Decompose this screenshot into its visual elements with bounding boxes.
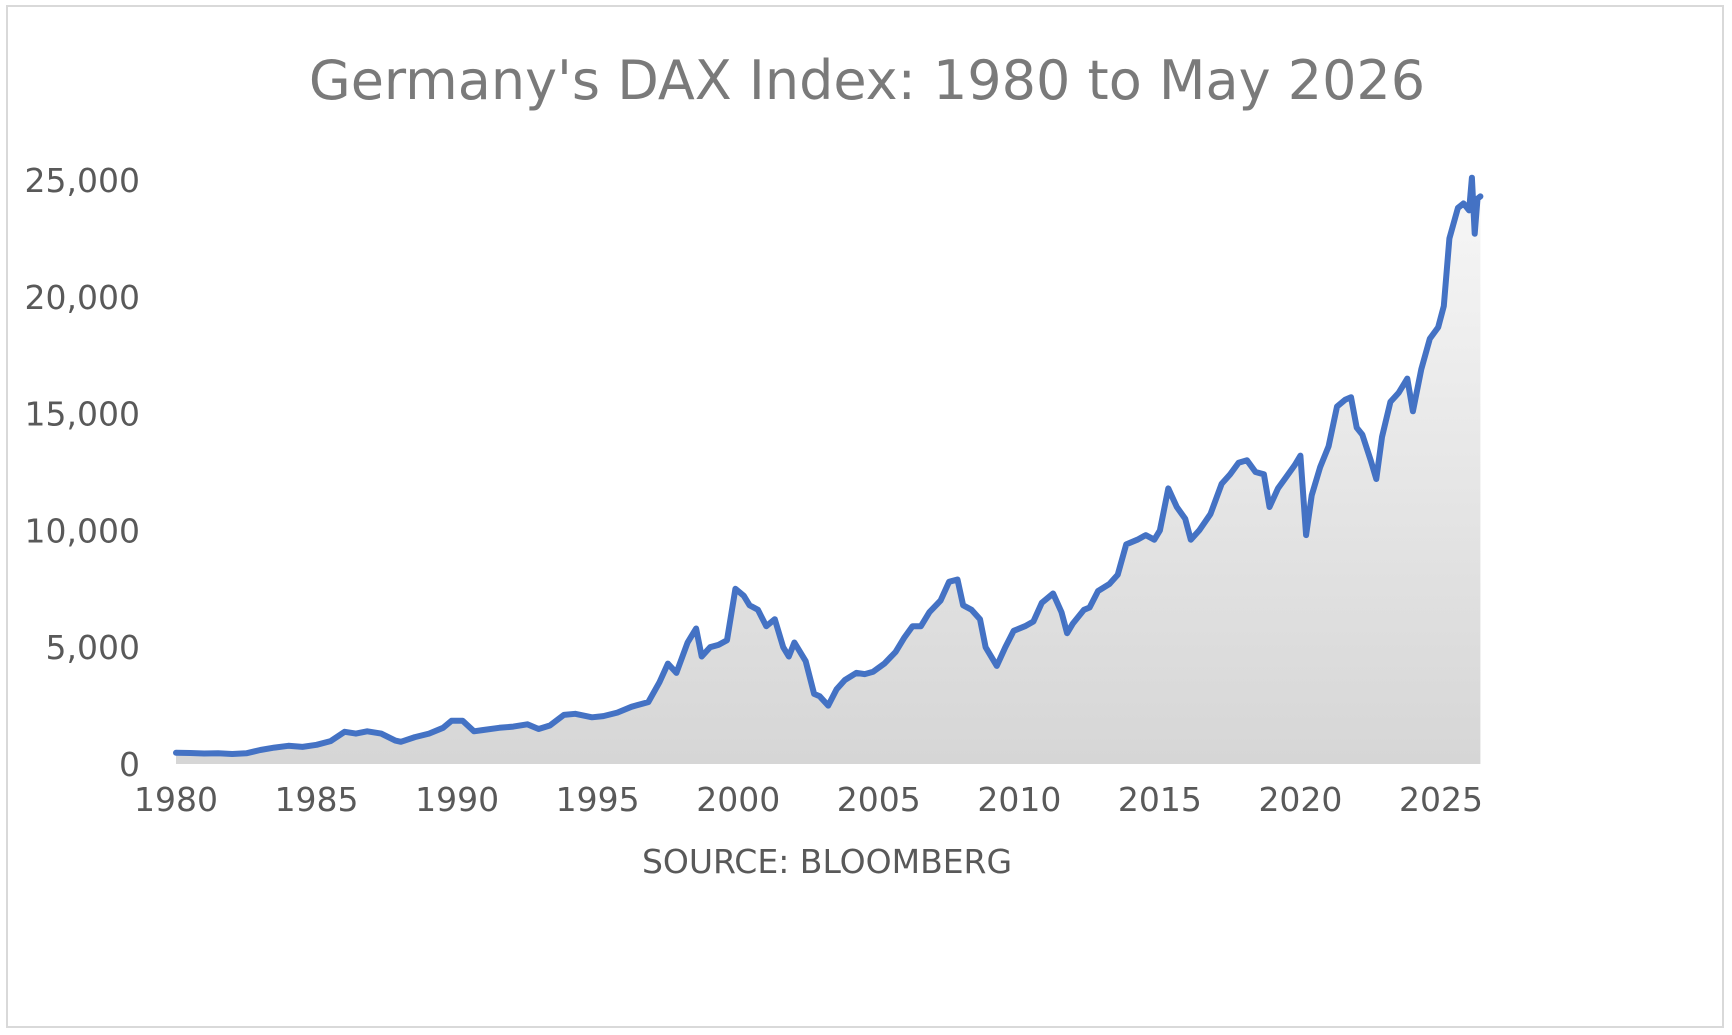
x-axis-title: SOURCE: BLOOMBERG	[642, 842, 1012, 881]
area-fill	[176, 177, 1481, 764]
plot-area	[173, 174, 1484, 764]
x-tick-label: 2000	[696, 780, 780, 819]
x-axis-tick-labels: 1980 1985 1990 1995 2000 2005 2010 2015 2020 2025	[134, 780, 1483, 819]
y-tick-label: 0	[119, 745, 140, 784]
y-tick-label: 15,000	[25, 395, 140, 434]
x-tick-label: 2025	[1399, 780, 1483, 819]
y-tick-label: 10,000	[25, 511, 140, 550]
x-tick-label: 2005	[837, 780, 921, 819]
y-tick-label: 25,000	[25, 161, 140, 200]
y-axis-tick-labels: 0 5,000 10,000 15,000 20,000 25,000	[25, 161, 140, 784]
dax-area-chart: Germany's DAX Index: 1980 to May 2026 0 5…	[25, 49, 1484, 881]
x-tick-label: 1995	[556, 780, 640, 819]
chart-title: Germany's DAX Index: 1980 to May 2026	[309, 49, 1425, 112]
x-tick-label: 1985	[275, 780, 359, 819]
series-line-dax	[173, 174, 1484, 757]
x-tick-label: 2015	[1118, 780, 1202, 819]
x-tick-label: 1980	[134, 780, 218, 819]
x-tick-label: 1990	[415, 780, 499, 819]
x-tick-label: 2020	[1258, 780, 1342, 819]
chart-frame: Germany's DAX Index: 1980 to May 2026 0 5…	[6, 5, 1724, 1028]
y-tick-label: 20,000	[25, 278, 140, 317]
x-tick-label: 2010	[977, 780, 1061, 819]
y-tick-label: 5,000	[46, 628, 140, 667]
